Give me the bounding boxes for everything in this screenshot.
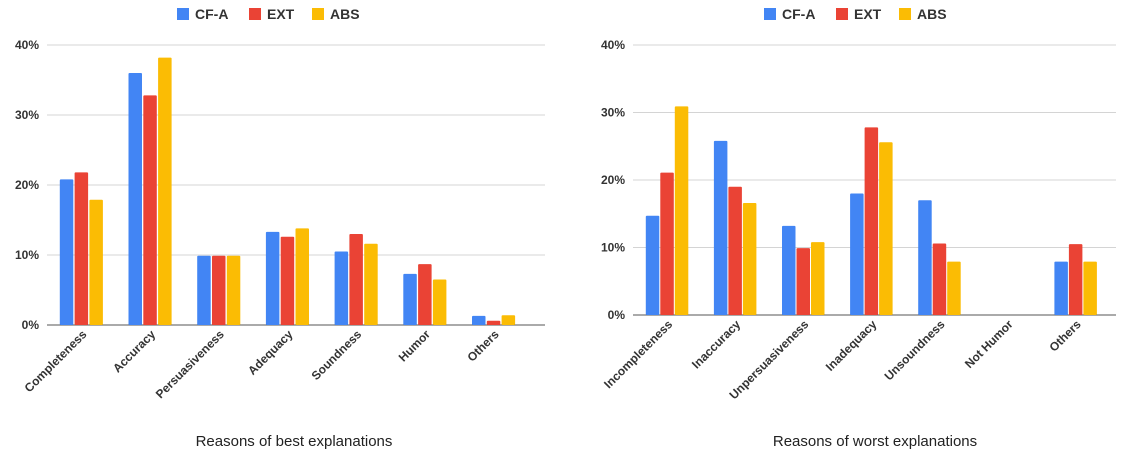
- y-tick-label: 40%: [15, 38, 39, 52]
- x-tick-label: Adequacy: [245, 327, 296, 378]
- bar-ext-others: [486, 320, 501, 325]
- bar-ext-inadequacy: [864, 127, 879, 315]
- y-tick-label: 30%: [15, 108, 39, 122]
- legend-label: EXT: [854, 6, 882, 22]
- bar-abs-adequacy: [295, 228, 309, 325]
- x-tick-label: Inadequacy: [823, 317, 880, 374]
- legend-swatch: [764, 8, 776, 20]
- bar-cf-a-incompleteness: [645, 215, 660, 315]
- bar-cf-a-accuracy: [128, 73, 142, 325]
- legend: CF-A EXT ABS: [764, 6, 947, 22]
- y-tick-label: 20%: [15, 178, 39, 192]
- bar-ext-incompleteness: [660, 172, 674, 315]
- x-tick-label: Soundness: [309, 327, 365, 383]
- legend-swatch: [177, 8, 189, 20]
- bar-ext-accuracy: [143, 95, 157, 326]
- x-tick-label: Incompleteness: [601, 317, 675, 391]
- bar-ext-humor: [418, 264, 432, 325]
- bar-abs-others: [1083, 261, 1097, 315]
- bar-cf-a-others: [472, 315, 486, 325]
- y-tick-label: 0%: [22, 318, 40, 332]
- y-tick-label: 20%: [601, 173, 625, 187]
- bar-ext-inaccuracy: [728, 186, 742, 315]
- x-tick-label: Accuracy: [110, 327, 158, 375]
- bar-cf-a-inadequacy: [850, 193, 864, 315]
- bar-abs-accuracy: [158, 57, 172, 325]
- legend-swatch: [249, 8, 261, 20]
- bar-abs-completeness: [89, 199, 103, 325]
- legend-label: ABS: [917, 6, 947, 22]
- legend-label: CF-A: [782, 6, 815, 22]
- bar-abs-unpersuasiveness: [811, 242, 825, 315]
- x-axis-title: Reasons of worst explanations: [773, 433, 977, 450]
- legend-label: CF-A: [195, 6, 228, 22]
- x-tick-label: Others: [1047, 317, 1084, 354]
- y-tick-label: 10%: [601, 241, 625, 255]
- chart-worst-explanations: 0% 10% 20% 30% 40% Incompleteness Inaccuracy Un…: [601, 6, 1116, 450]
- bar-ext-completeness: [74, 172, 89, 325]
- legend-swatch: [312, 8, 324, 20]
- chart-best-explanations: 0% 10% 20% 30% 40% Completeness AccuracyPersua…: [15, 6, 545, 450]
- x-tick-label: Humor: [396, 327, 433, 364]
- bar-ext-others: [1068, 244, 1083, 315]
- x-tick-label: Others: [464, 327, 501, 364]
- bar-abs-inadequacy: [879, 142, 893, 315]
- bar-abs-soundness: [364, 243, 378, 325]
- y-tick-label: 40%: [601, 38, 625, 52]
- bar-abs-persuasiveness: [226, 255, 241, 325]
- bar-ext-soundness: [349, 234, 363, 325]
- bar-abs-humor: [432, 279, 447, 325]
- bar-cf-a-completeness: [59, 179, 74, 325]
- legend: CF-A EXT ABS: [177, 6, 360, 22]
- x-tick-label: Unsoundness: [882, 317, 948, 383]
- x-tick-label: Persuasiveness: [153, 327, 227, 401]
- bar-cf-a-others: [1054, 261, 1068, 315]
- bar-cf-a-unsoundness: [918, 200, 932, 315]
- x-tick-label: Inaccuracy: [689, 317, 743, 371]
- bar-cf-a-persuasiveness: [197, 255, 211, 325]
- bar-abs-others: [501, 315, 516, 325]
- bar-ext-adequacy: [280, 236, 295, 325]
- x-axis-title: Reasons of best explanations: [196, 433, 393, 450]
- y-tick-label: 10%: [15, 248, 39, 262]
- bar-ext-unsoundness: [932, 243, 947, 315]
- bar-cf-a-unpersuasiveness: [782, 225, 796, 315]
- bar-cf-a-inaccuracy: [713, 140, 728, 315]
- x-tick-label: Not Humor: [962, 317, 1016, 371]
- x-tick-label: Completeness: [22, 327, 90, 395]
- y-tick-label: 30%: [601, 106, 625, 120]
- legend-swatch: [899, 8, 911, 20]
- bar-abs-inaccuracy: [742, 202, 757, 315]
- bar-cf-a-soundness: [334, 251, 349, 325]
- bar-ext-persuasiveness: [212, 255, 226, 325]
- legend-label: ABS: [330, 6, 360, 22]
- bar-cf-a-adequacy: [265, 231, 280, 325]
- y-tick-label: 0%: [608, 308, 626, 322]
- bar-cf-a-humor: [403, 273, 417, 325]
- legend-label: EXT: [267, 6, 295, 22]
- bar-abs-incompleteness: [674, 106, 689, 315]
- legend-swatch: [836, 8, 848, 20]
- bar-abs-unsoundness: [947, 261, 961, 315]
- bar-ext-unpersuasiveness: [796, 248, 810, 315]
